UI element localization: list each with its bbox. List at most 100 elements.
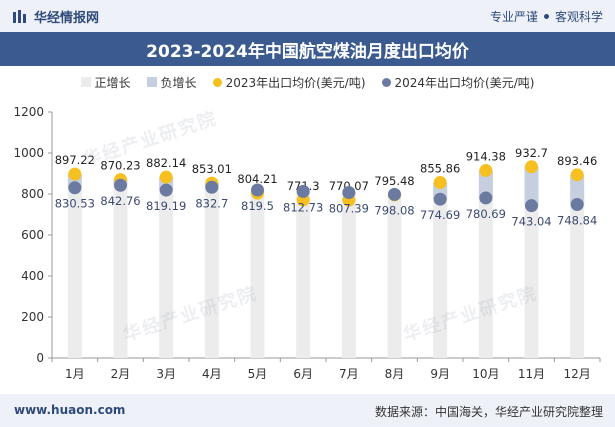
- point-2023: [479, 164, 493, 178]
- legend-swatch-negative: [146, 77, 157, 87]
- point-2024: [68, 181, 82, 195]
- y-tick-label: 600: [21, 228, 44, 242]
- x-tick-label: 4月: [202, 367, 222, 381]
- bar-negative-segment: [478, 170, 493, 198]
- point-2024: [342, 185, 356, 199]
- point-2024: [205, 180, 219, 194]
- data-label-2023: 804.21: [237, 172, 277, 186]
- legend-label-positive: 正增长: [94, 75, 131, 90]
- data-label-2023: 855.86: [420, 162, 460, 176]
- x-tick-label: 11月: [518, 367, 545, 381]
- data-label-2023: 897.22: [55, 153, 95, 167]
- data-label-2023: 882.14: [146, 156, 186, 170]
- bar-positive: [250, 190, 265, 358]
- tagline-left: 专业严谨: [489, 10, 538, 24]
- data-label-2023: 795.48: [374, 174, 414, 188]
- legend-swatch-2023: [212, 77, 222, 87]
- point-2023: [68, 167, 82, 181]
- data-label-2024: 807.39: [329, 201, 369, 215]
- data-label-2023: 870.23: [100, 159, 140, 173]
- footer: www.huaon.com 数据来源：中国海关，华经产业研究院整理: [0, 394, 615, 427]
- bar-positive: [387, 194, 402, 358]
- bar-positive: [204, 183, 219, 358]
- title-band: 2023-2024年中国航空煤油月度出口均价: [0, 32, 615, 66]
- data-label-2024: 832.7: [195, 196, 228, 210]
- y-tick-label: 0: [36, 351, 44, 365]
- legend-item-negative: 负增长: [146, 74, 197, 91]
- x-tick-label: 12月: [564, 367, 591, 381]
- data-label-2023: 853.01: [192, 162, 232, 176]
- point-2024: [388, 187, 401, 201]
- bar-positive: [159, 177, 174, 358]
- bar-positive: [570, 174, 585, 358]
- y-tick-label: 200: [21, 310, 44, 324]
- y-tick-label: 800: [21, 187, 44, 201]
- x-tick-label: 3月: [156, 367, 176, 381]
- bar-positive: [113, 179, 128, 358]
- bar-positive: [524, 166, 539, 358]
- brand: 华经情报网: [12, 7, 99, 26]
- bar-positive: [296, 191, 311, 358]
- chart-legend: 正增长 负增长 2023年出口均价(美元/吨) 2024年出口均价(美元/吨): [0, 72, 615, 92]
- legend-item-2024: 2024年出口均价(美元/吨): [381, 74, 535, 91]
- y-tick-label: 1200: [13, 105, 44, 119]
- x-tick-label: 10月: [472, 367, 499, 381]
- point-2023: [525, 160, 538, 174]
- data-label-2024: 774.69: [420, 208, 460, 222]
- point-2023: [570, 168, 584, 182]
- x-tick-label: 9月: [430, 367, 450, 381]
- separator-dot-icon: [543, 14, 549, 19]
- bar-positive: [341, 192, 356, 358]
- bar-negative-segment: [570, 174, 585, 205]
- data-label-2024: 812.73: [283, 200, 323, 214]
- data-label-2024: 748.84: [557, 213, 597, 227]
- legend-swatch-2024: [381, 77, 391, 87]
- x-tick-label: 8月: [385, 367, 405, 381]
- y-tick-label: 1000: [13, 146, 44, 160]
- data-label-2024: 842.76: [100, 194, 140, 208]
- legend-label-negative: 负增长: [160, 75, 197, 90]
- point-2024: [479, 191, 493, 205]
- x-tick-label: 5月: [248, 367, 268, 381]
- x-tick-label: 2月: [111, 367, 131, 381]
- footer-url: www.huaon.com: [14, 403, 126, 417]
- bar-positive: [67, 174, 82, 358]
- point-2024: [525, 199, 538, 213]
- point-2024: [251, 183, 264, 197]
- legend-label-2023: 2023年出口均价(美元/吨): [225, 75, 366, 90]
- x-tick-label: 6月: [293, 367, 313, 381]
- point-2023: [159, 170, 173, 184]
- footer-source: 数据来源：中国海关，华经产业研究院整理: [374, 405, 603, 419]
- data-label-2023: 914.38: [466, 150, 506, 164]
- legend-swatch-positive: [80, 77, 91, 87]
- bar-negative-segment: [524, 166, 539, 206]
- point-2024: [433, 192, 447, 206]
- legend-item-2023: 2023年出口均价(美元/吨): [212, 74, 366, 91]
- chart-plot: 0 200 400 600 800 1000 1200 1月 2月 3月 4月 5月 6月 7月 8月 9月 1…: [13, 105, 601, 381]
- point-2024: [296, 184, 310, 198]
- x-tick-label: 7月: [339, 367, 359, 381]
- point-2024: [570, 197, 584, 211]
- top-bar: 华经情报网 专业严谨 客观科学: [0, 0, 615, 32]
- point-2024: [159, 183, 173, 197]
- bar-positive: [478, 170, 493, 358]
- data-label-2024: 798.08: [374, 203, 414, 217]
- brand-logo-icon: [13, 9, 26, 23]
- data-label-2024: 819.5: [241, 199, 274, 213]
- chart-title: 2023-2024年中国航空煤油月度出口均价: [146, 41, 469, 62]
- data-label-2024: 819.19: [146, 199, 186, 213]
- x-tick-label: 1月: [65, 367, 85, 381]
- data-label-2024: 780.69: [466, 207, 506, 221]
- y-tick-label: 400: [21, 269, 44, 283]
- bar-positive: [433, 182, 448, 358]
- data-label-2024: 830.53: [55, 197, 95, 211]
- brand-name: 华经情报网: [34, 11, 100, 26]
- tagline: 专业严谨 客观科学: [490, 8, 603, 25]
- legend-label-2024: 2024年出口均价(美元/吨): [394, 75, 535, 90]
- tagline-right: 客观科学: [554, 10, 603, 24]
- point-2023: [433, 176, 447, 190]
- data-label-2023: 893.46: [557, 154, 597, 168]
- data-label-2024: 743.04: [511, 215, 551, 229]
- legend-item-positive: 正增长: [80, 74, 131, 91]
